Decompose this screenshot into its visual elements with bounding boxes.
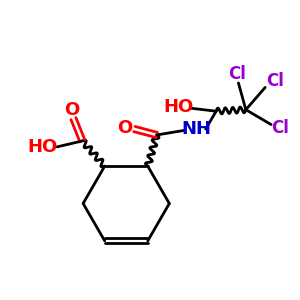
Text: HO: HO (27, 138, 57, 156)
Text: Cl: Cl (228, 65, 246, 83)
Text: Cl: Cl (271, 118, 289, 136)
Text: NH: NH (181, 120, 211, 138)
Text: HO: HO (163, 98, 194, 116)
Text: O: O (117, 118, 133, 136)
Text: O: O (64, 101, 80, 119)
Text: Cl: Cl (266, 72, 284, 90)
